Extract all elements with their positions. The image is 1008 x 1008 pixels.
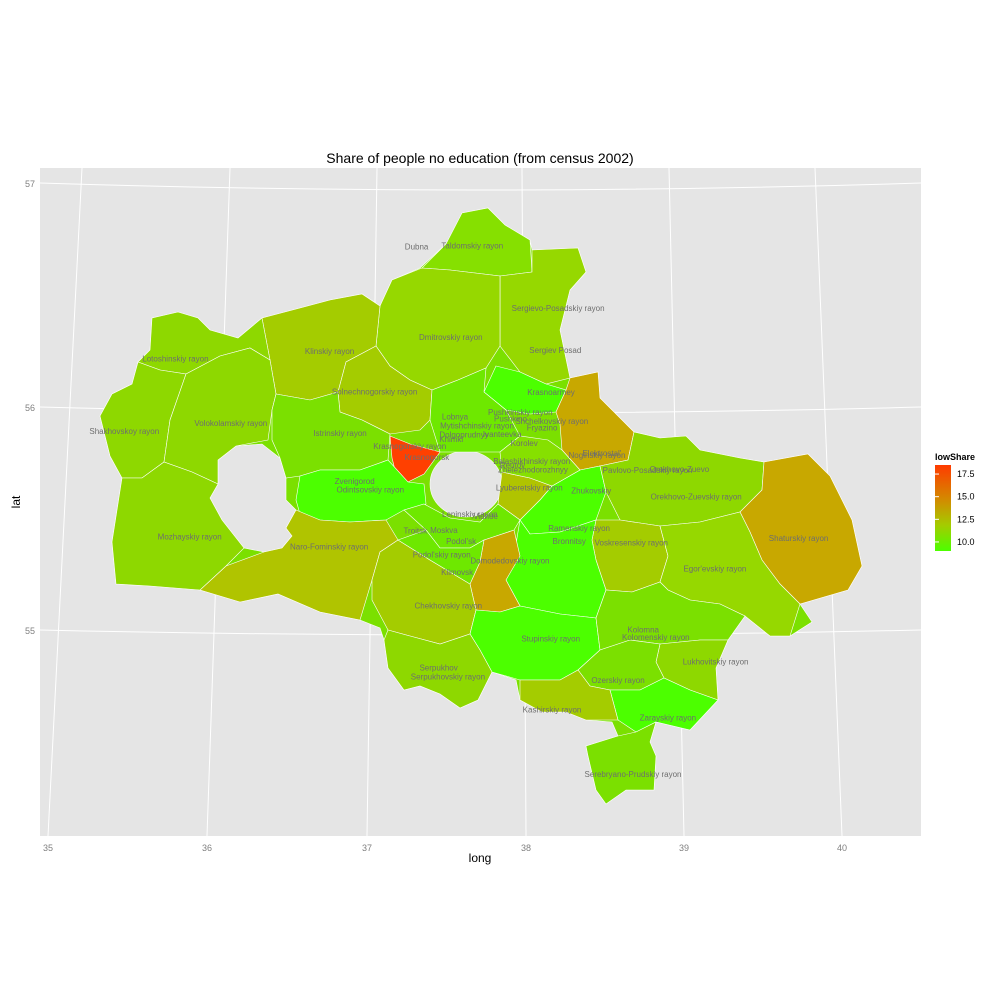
region-label: Mozhayskiy rayon [158,533,222,542]
region-label: Troitsk [403,526,428,535]
region-label: Serpukhov [419,664,457,673]
kashirskiy-region [519,669,619,721]
region-label: Zhukovskiy [571,487,611,496]
region-label: Orekhovo-Zuevskiy rayon [651,492,742,501]
region-label: Shaturskiy rayon [769,534,829,543]
region-label: Domodedovskiy rayon [470,557,549,566]
region-label: Pushkinskiy rayon [488,408,552,417]
region-label: Taldomskiy rayon [441,242,503,251]
region-label: Vidnoe [473,512,498,521]
region-label: Shchelkovskiy rayon [515,417,588,426]
region-label: Bronnitsy [553,537,586,546]
region-label: Fryazino [527,424,558,433]
region-label: Reutov [500,461,525,470]
region-label: Lobnya [442,413,469,422]
region-label: Korolev [511,439,538,448]
region-label: Podol'skiy rayon [413,550,471,559]
region-label: Chekhovskiy rayon [415,601,483,610]
region-label: Egor'evskiy rayon [683,564,746,573]
region-label: Podol'sk [446,537,477,546]
region-label: Volokolamskiy rayon [194,419,267,428]
x-tick-label: 39 [679,843,689,853]
x-tick-label: 37 [362,843,372,853]
region-label: Ivanteevka [483,430,522,439]
region-label: Ramenskiy rayon [548,524,610,533]
legend-colorbar [935,465,951,551]
krasnogorsk-city [389,435,441,483]
region-label: Lotoshinskiy rayon [142,354,208,363]
legend-ticks: 17.5 15.0 12.5 10.0 [935,469,975,547]
balashikhinskiy-region [499,435,581,487]
region-label: Kashirskiy rayon [523,706,582,715]
x-axis-ticks: 35 36 37 38 39 40 [43,843,847,853]
region-label: Shakhovskoy rayon [89,427,159,436]
region-label: Orekhovo-Zuevo [650,465,710,474]
region-label: Dubna [405,242,429,251]
y-tick-label: 57 [25,179,35,189]
region-label: Zarayskiy rayon [640,713,696,722]
region-label: Serpukhovskiy rayon [411,672,485,681]
x-tick-label: 35 [43,843,53,853]
region-label: Stupinskiy rayon [521,635,580,644]
region-label: Dmitrovskiy rayon [419,333,483,342]
naro-fominskiy-region [199,509,399,621]
region-label: Kolomna [627,626,659,635]
region-label: Kolomenskiy rayon [622,633,690,642]
region-label: Odintsovskiy rayon [337,485,405,494]
mozhayskiy-region [111,461,245,591]
sergievo-posadskiy-region [499,247,587,385]
region-label: Voskresenskiy rayon [595,539,668,548]
region-label: Klimovsk [441,568,474,577]
region-label: Zheleznodorozhnyy [498,466,568,475]
region-label: Mytishchinskiy rayon [440,421,514,430]
podolskiy-region [397,529,485,585]
x-tick-label: 36 [202,843,212,853]
region-label: Sergiev Posad [529,346,581,355]
region-label: Serebryano-Prudskiy rayon [585,770,682,779]
region-label: Ozerskiy rayon [591,676,644,685]
region-label: Krasnoarmey [527,388,575,397]
region-label: Istrinskiy rayon [313,429,366,438]
y-tick-label: 55 [25,626,35,636]
region-label: Leninskiy rayon [442,510,498,519]
region-label: Elektrostal' [582,449,621,458]
ramenskiy-region [505,519,607,619]
region-label: Lyuberetskiy rayon [496,483,563,492]
legend-tick-label: 12.5 [957,514,975,524]
region-label: Pushkino [494,415,527,424]
legend-tick-label: 17.5 [957,469,975,479]
serebryano-prudskiy-region [585,721,657,805]
x-axis-title: long [469,851,492,865]
legend: lowShare 17.5 15.0 12.5 10.0 [935,452,975,551]
y-axis-title: lat [9,495,23,508]
region-label: Noginskiy rayon [569,451,626,460]
region-label: Khimki [439,435,463,444]
region-label: Pavlovo-Posadskiy rayon [603,466,693,475]
region-label: Dolgoprudnyy [439,430,488,439]
legend-tick-label: 15.0 [957,492,975,502]
x-tick-label: 38 [521,843,531,853]
y-tick-label: 56 [25,403,35,413]
region-label: Lukhovitskiy rayon [683,658,749,667]
legend-tick-label: 10.0 [957,537,975,547]
region-labels: Dubna Taldomskiy rayon Sergievo-Posadskiy … [89,242,828,779]
x-tick-label: 40 [837,843,847,853]
chart-title: Share of people no education (from censu… [326,150,633,166]
legend-title: lowShare [935,452,975,462]
y-axis-ticks: 55 56 57 [25,179,35,636]
region-label: Balashikhinskiy rayon [493,457,570,466]
region-label: Solnechnogorskiy rayon [332,388,417,397]
region-label: Moskva [430,526,458,535]
map-regions [99,207,863,805]
region-label: Krasnogorsk [404,453,450,462]
region-label: Zvenigorod [335,477,375,486]
region-label: Krasnogorskiy rayon [373,442,446,451]
leninskiy-region [403,503,521,549]
region-label: Klinskiy rayon [305,347,354,356]
region-label: Sergievo-Posadskiy rayon [512,304,605,313]
region-label: Naro-Fominskiy rayon [290,542,368,551]
serpukhovskiy-region [383,629,493,709]
zarayskiy-region [609,677,719,733]
